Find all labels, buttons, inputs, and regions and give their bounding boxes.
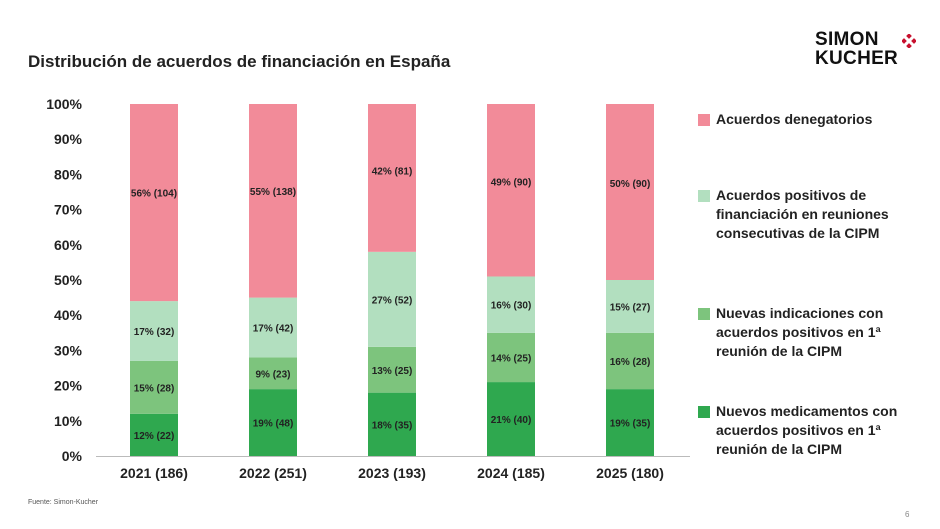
data-label: 12% (22)	[134, 431, 175, 442]
x-category-label: 2022 (251)	[239, 465, 307, 481]
bar-segment-denegatorios	[368, 104, 416, 252]
bar-segment-nuevos-medicamentos	[130, 413, 178, 456]
bar-segment-nuevas-indicaciones	[130, 360, 178, 414]
bar-segment-denegatorios	[487, 104, 535, 277]
bar-segment-denegatorios	[606, 104, 654, 280]
legend-label: Nuevos medicamentos con acuerdos positiv…	[716, 403, 898, 457]
legend-label: Acuerdos denegatorios	[716, 111, 873, 127]
bar-segment-nuevas-indicaciones	[368, 346, 416, 393]
data-label: 27% (52)	[372, 295, 413, 306]
legend-swatch	[698, 308, 710, 320]
data-label: 19% (35)	[610, 419, 651, 430]
legend-label: Nuevas indicaciones con acuerdos positiv…	[716, 305, 884, 359]
data-label: 42% (81)	[372, 167, 413, 178]
data-label: 14% (25)	[491, 353, 532, 364]
data-label: 9% (23)	[255, 369, 290, 380]
data-label: 13% (25)	[372, 366, 413, 377]
y-tick-label: 90%	[54, 131, 83, 147]
page-number: 6	[905, 510, 910, 519]
bar-segment-consecutivas	[249, 297, 297, 358]
y-tick-label: 30%	[54, 342, 83, 358]
bar-segment-nuevas-indicaciones	[606, 332, 654, 390]
bar-segment-consecutivas	[487, 276, 535, 333]
y-tick-label: 50%	[54, 272, 83, 288]
diamond-logo-icon	[902, 34, 916, 48]
bar-segment-consecutivas	[606, 280, 654, 333]
x-category-label: 2021 (186)	[120, 465, 188, 481]
data-label: 49% (90)	[491, 178, 532, 189]
x-category-label: 2025 (180)	[596, 465, 664, 481]
x-axis: 2021 (186) 2022 (251) 2023 (193) 2024 (185)…	[96, 456, 690, 481]
bar-segment-denegatorios	[249, 104, 297, 298]
legend-label: Acuerdos positivos de financiación en re…	[716, 187, 889, 241]
bar-segment-denegatorios	[130, 104, 178, 302]
y-tick-label: 100%	[46, 96, 82, 112]
bar-segment-consecutivas	[368, 251, 416, 347]
legend-swatch	[698, 114, 710, 126]
y-tick-label: 60%	[54, 237, 83, 253]
data-label: 17% (32)	[134, 327, 175, 338]
data-label: 18% (35)	[372, 420, 413, 431]
data-label: 19% (48)	[253, 419, 294, 430]
data-label: 56% (104)	[131, 189, 177, 200]
y-axis: 0% 10% 20% 30% 40% 50% 60% 70% 80% 90% 100%	[46, 96, 82, 464]
bar-segment-nuevos-medicamentos	[249, 389, 297, 456]
x-category-label: 2024 (185)	[477, 465, 545, 481]
legend-swatch	[698, 190, 710, 202]
chart-title: Distribución de acuerdos de financiación…	[28, 52, 451, 71]
data-label: 15% (27)	[610, 302, 651, 313]
data-label: 16% (28)	[610, 357, 651, 368]
data-label: 21% (40)	[491, 415, 532, 426]
y-tick-label: 10%	[54, 413, 83, 429]
data-label: 16% (30)	[491, 301, 532, 312]
legend-swatch	[698, 406, 710, 418]
data-label: 15% (28)	[134, 383, 175, 394]
data-label: 55% (138)	[250, 187, 296, 198]
y-tick-label: 80%	[54, 166, 83, 182]
bars: 12% (22) 15% (28) 17% (32) 56% (104) 19% (48…	[130, 104, 654, 456]
bar-segment-nuevos-medicamentos	[487, 382, 535, 456]
data-label: 50% (90)	[610, 179, 651, 190]
bar-segment-nuevos-medicamentos	[606, 389, 654, 456]
bar-segment-consecutivas	[130, 301, 178, 361]
logo-line-2: KUCHER	[815, 48, 899, 69]
y-tick-label: 20%	[54, 378, 83, 394]
bar-segment-nuevas-indicaciones	[487, 332, 535, 383]
bar-segment-nuevas-indicaciones	[249, 357, 297, 390]
y-tick-label: 40%	[54, 307, 83, 323]
y-tick-label: 70%	[54, 202, 83, 218]
simon-kucher-logo: SIMON KUCHER	[815, 29, 916, 69]
logo-line-1: SIMON	[815, 29, 879, 50]
data-label: 17% (42)	[253, 324, 294, 335]
bar-segment-nuevos-medicamentos	[368, 392, 416, 456]
source-note: Fuente: Simon-Kucher	[28, 499, 99, 506]
x-category-label: 2023 (193)	[358, 465, 426, 481]
y-tick-label: 0%	[62, 448, 83, 464]
